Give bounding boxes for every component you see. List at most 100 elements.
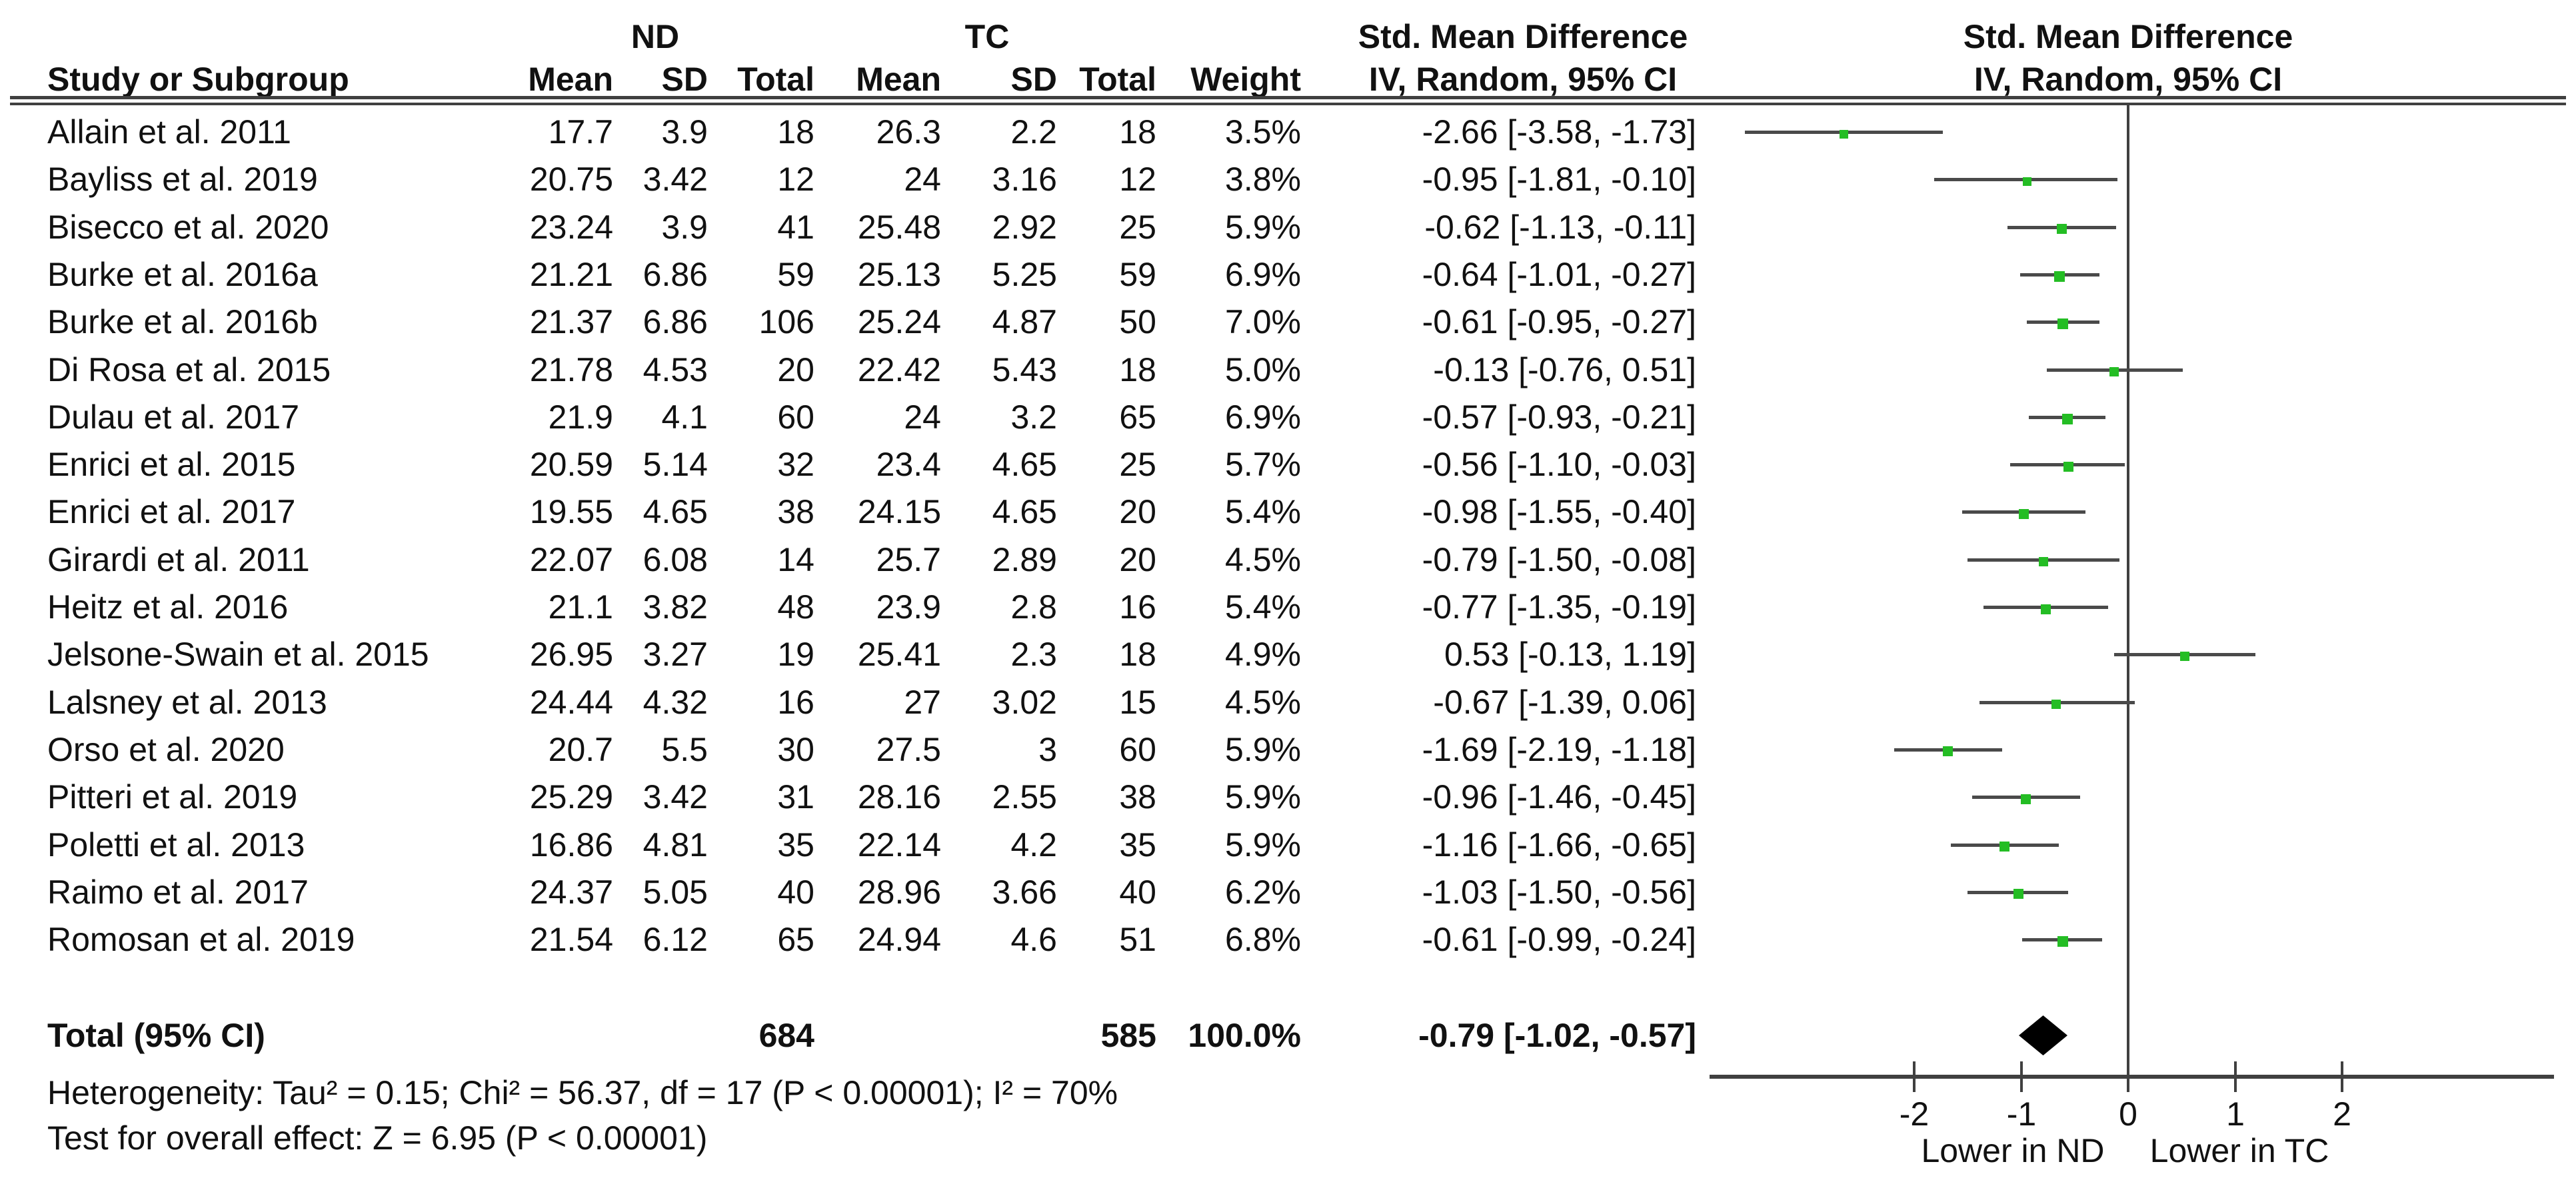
weight-cell: 4.5% bbox=[1225, 541, 1301, 578]
nd-sd-cell: 6.08 bbox=[643, 541, 708, 578]
tc-mean-cell: 25.41 bbox=[857, 636, 941, 673]
effect-square bbox=[2109, 367, 2119, 376]
col-tc-total-header: Total bbox=[1079, 61, 1156, 98]
study-name: Lalsney et al. 2013 bbox=[47, 684, 327, 721]
tc-total-cell: 35 bbox=[1119, 826, 1156, 864]
ci-text-cell: -0.57 [-0.93, -0.21] bbox=[1422, 398, 1696, 436]
nd-total-cell: 20 bbox=[777, 351, 814, 388]
axis-tick-label: -1 bbox=[2006, 1095, 2037, 1133]
header-rule-bottom bbox=[10, 103, 2566, 105]
tc-total-cell: 60 bbox=[1119, 731, 1156, 768]
study-name: Girardi et al. 2011 bbox=[47, 541, 310, 578]
nd-sd-cell: 4.1 bbox=[661, 398, 708, 436]
tc-sd-cell: 4.65 bbox=[992, 446, 1057, 483]
axis-tick-label: 2 bbox=[2333, 1095, 2351, 1133]
nd-total-cell: 38 bbox=[777, 493, 814, 530]
nd-sd-cell: 4.81 bbox=[643, 826, 708, 864]
study-name: Bisecco et al. 2020 bbox=[47, 209, 329, 246]
axis-tick-mark bbox=[2341, 1061, 2343, 1092]
effect-square bbox=[2039, 557, 2048, 566]
ci-text-cell: -0.96 [-1.46, -0.45] bbox=[1422, 778, 1696, 816]
tc-total-cell: 59 bbox=[1119, 256, 1156, 293]
tc-sd-cell: 2.92 bbox=[992, 209, 1057, 246]
effect-square bbox=[1840, 130, 1848, 139]
nd-sd-cell: 3.27 bbox=[643, 636, 708, 673]
effect-title-right: Std. Mean Difference bbox=[1963, 18, 2293, 55]
study-name: Di Rosa et al. 2015 bbox=[47, 351, 331, 388]
nd-total-cell: 48 bbox=[777, 588, 814, 626]
nd-sd-cell: 5.05 bbox=[643, 874, 708, 911]
nd-mean-cell: 24.37 bbox=[529, 874, 613, 911]
tc-mean-cell: 25.13 bbox=[857, 256, 941, 293]
nd-mean-cell: 19.55 bbox=[529, 493, 613, 530]
effect-square bbox=[2063, 462, 2073, 472]
tc-mean-cell: 28.96 bbox=[857, 874, 941, 911]
col-nd-mean-header: Mean bbox=[528, 61, 613, 98]
tc-total-cell: 20 bbox=[1119, 541, 1156, 578]
effect-square bbox=[2023, 177, 2031, 186]
weight-cell: 5.9% bbox=[1225, 731, 1301, 768]
tc-mean-cell: 25.24 bbox=[857, 303, 941, 340]
study-name: Romosan et al. 2019 bbox=[47, 921, 355, 958]
effect-subtitle-right: IV, Random, 95% CI bbox=[1973, 61, 2283, 98]
nd-total-cell: 14 bbox=[777, 541, 814, 578]
nd-mean-cell: 21.9 bbox=[548, 398, 613, 436]
tc-mean-cell: 24.94 bbox=[857, 921, 941, 958]
x-axis-line bbox=[1710, 1075, 2554, 1079]
weight-cell: 6.9% bbox=[1225, 398, 1301, 436]
nd-mean-cell: 25.29 bbox=[529, 778, 613, 816]
tc-total-cell: 18 bbox=[1119, 636, 1156, 673]
study-name: Allain et al. 2011 bbox=[47, 113, 291, 151]
study-name: Orso et al. 2020 bbox=[47, 731, 285, 768]
nd-total-cell: 12 bbox=[777, 161, 814, 198]
nd-mean-cell: 23.24 bbox=[529, 209, 613, 246]
nd-mean-cell: 21.78 bbox=[529, 351, 613, 388]
weight-cell: 5.4% bbox=[1225, 493, 1301, 530]
study-name: Jelsone-Swain et al. 2015 bbox=[47, 636, 429, 673]
axis-tick-label: 0 bbox=[2119, 1095, 2137, 1133]
nd-mean-cell: 20.75 bbox=[529, 161, 613, 198]
header-rule-top bbox=[10, 96, 2566, 99]
weight-cell: 4.5% bbox=[1225, 684, 1301, 721]
ci-text-cell: -0.95 [-1.81, -0.10] bbox=[1422, 161, 1696, 198]
nd-sd-cell: 3.42 bbox=[643, 778, 708, 816]
ci-text-cell: -0.62 [-1.13, -0.11] bbox=[1424, 209, 1696, 246]
weight-cell: 5.0% bbox=[1225, 351, 1301, 388]
nd-sd-cell: 3.9 bbox=[661, 209, 708, 246]
weight-cell: 6.9% bbox=[1225, 256, 1301, 293]
nd-sd-cell: 3.42 bbox=[643, 161, 708, 198]
tc-total-cell: 15 bbox=[1119, 684, 1156, 721]
tc-total-cell: 20 bbox=[1119, 493, 1156, 530]
study-name: Bayliss et al. 2019 bbox=[47, 161, 318, 198]
nd-sd-cell: 4.53 bbox=[643, 351, 708, 388]
ci-text-cell: -0.64 [-1.01, -0.27] bbox=[1422, 256, 1696, 293]
nd-sd-cell: 6.86 bbox=[643, 303, 708, 340]
ci-text-cell: -0.13 [-0.76, 0.51] bbox=[1433, 351, 1696, 388]
col-nd-total-header: Total bbox=[737, 61, 814, 98]
nd-mean-cell: 16.86 bbox=[529, 826, 613, 864]
tc-sd-cell: 2.3 bbox=[1010, 636, 1057, 673]
nd-mean-cell: 21.54 bbox=[529, 921, 613, 958]
nd-sd-cell: 6.86 bbox=[643, 256, 708, 293]
effect-square bbox=[1943, 746, 1953, 756]
nd-mean-cell: 21.1 bbox=[548, 588, 613, 626]
study-name: Burke et al. 2016a bbox=[47, 256, 318, 293]
tc-sd-cell: 2.89 bbox=[992, 541, 1057, 578]
total-nd-total-cell: 684 bbox=[758, 1017, 814, 1054]
tc-total-cell: 12 bbox=[1119, 161, 1156, 198]
ci-text-cell: -0.67 [-1.39, 0.06] bbox=[1433, 684, 1696, 721]
axis-tick-mark bbox=[1913, 1061, 1916, 1092]
nd-total-cell: 59 bbox=[777, 256, 814, 293]
nd-mean-cell: 21.21 bbox=[529, 256, 613, 293]
study-name: Dulau et al. 2017 bbox=[47, 398, 300, 436]
nd-sd-cell: 3.82 bbox=[643, 588, 708, 626]
tc-sd-cell: 5.43 bbox=[992, 351, 1057, 388]
study-name: Poletti et al. 2013 bbox=[47, 826, 305, 864]
tc-total-cell: 18 bbox=[1119, 351, 1156, 388]
tc-sd-cell: 4.2 bbox=[1010, 826, 1057, 864]
tc-sd-cell: 3.2 bbox=[1010, 398, 1057, 436]
nd-sd-cell: 6.12 bbox=[643, 921, 708, 958]
study-name: Pitteri et al. 2019 bbox=[47, 778, 298, 816]
ci-text-cell: -0.56 [-1.10, -0.03] bbox=[1422, 446, 1696, 483]
